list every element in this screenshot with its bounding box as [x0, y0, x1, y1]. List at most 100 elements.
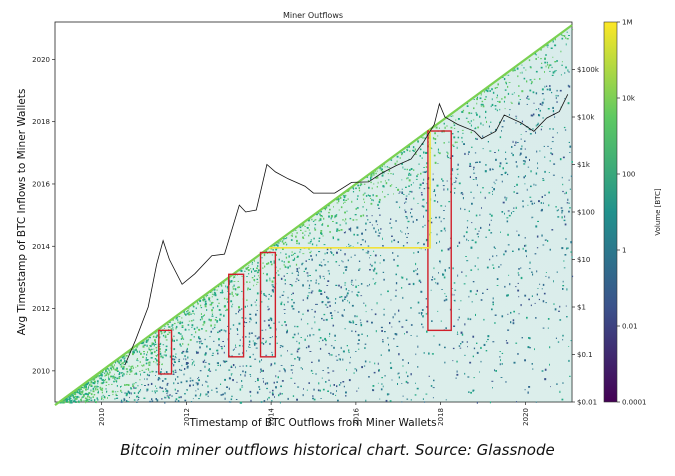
heatmap-cell — [517, 353, 519, 355]
heatmap-cell — [506, 294, 508, 297]
heatmap-cell — [492, 255, 494, 258]
heatmap-cell — [343, 232, 346, 234]
heatmap-cell — [224, 360, 227, 363]
heatmap-cell — [327, 367, 329, 369]
heatmap-cell — [557, 216, 560, 218]
heatmap-cell — [327, 280, 330, 282]
heatmap-cell — [362, 194, 365, 196]
heatmap-cell — [256, 272, 259, 274]
heatmap-cell — [318, 340, 320, 342]
heatmap-cell — [521, 337, 523, 339]
heatmap-cell — [309, 241, 312, 243]
heatmap-cell — [261, 257, 263, 259]
heatmap-cell — [557, 95, 559, 97]
heatmap-cell — [262, 272, 264, 275]
heatmap-cell — [491, 264, 494, 266]
heatmap-cell — [454, 192, 456, 194]
heatmap-cell — [246, 276, 248, 277]
heatmap-cell — [421, 157, 423, 159]
heatmap-cell — [444, 230, 446, 232]
heatmap-cell — [109, 371, 111, 374]
heatmap-cell — [136, 373, 138, 375]
heatmap-cell — [274, 362, 276, 365]
heatmap-cell — [178, 358, 181, 360]
heatmap-cell — [508, 82, 511, 83]
heatmap-cell — [385, 399, 388, 402]
heatmap-cell — [199, 318, 202, 321]
heatmap-cell — [110, 375, 112, 378]
heatmap-cell — [401, 163, 403, 165]
heatmap-cell — [399, 157, 401, 159]
heatmap-cell — [552, 71, 555, 74]
heatmap-cell — [275, 249, 277, 251]
heatmap-cell — [331, 317, 333, 319]
heatmap-cell — [418, 242, 420, 243]
heatmap-cell — [312, 220, 315, 222]
heatmap-cell — [516, 192, 519, 194]
heatmap-cell — [446, 155, 448, 158]
heatmap-cell — [296, 232, 298, 234]
heatmap-cell — [399, 206, 401, 209]
heatmap-cell — [489, 258, 491, 261]
heatmap-cell — [173, 335, 175, 337]
heatmap-cell — [217, 362, 219, 364]
heatmap-cell — [493, 188, 495, 191]
heatmap-cell — [477, 268, 479, 271]
heatmap-cell — [443, 142, 445, 144]
heatmap-cell — [393, 338, 395, 340]
heatmap-cell — [426, 202, 428, 204]
heatmap-cell — [485, 89, 488, 92]
heatmap-cell — [350, 356, 351, 359]
heatmap-cell — [160, 342, 162, 344]
heatmap-cell — [113, 375, 115, 378]
heatmap-cell — [149, 371, 151, 373]
heatmap-cell — [529, 67, 532, 69]
heatmap-cell — [73, 400, 75, 402]
heatmap-cell — [348, 243, 350, 246]
heatmap-cell — [556, 101, 558, 103]
heatmap-cell — [128, 384, 130, 386]
heatmap-cell — [423, 178, 425, 181]
heatmap-cell — [528, 337, 530, 339]
heatmap-cell — [316, 244, 318, 247]
heatmap-cell — [348, 320, 351, 323]
heatmap-cell — [406, 242, 408, 244]
heatmap-cell — [188, 329, 190, 331]
heatmap-cell — [479, 97, 482, 100]
heatmap-cell — [291, 284, 293, 287]
heatmap-cell — [93, 394, 95, 396]
heatmap-cell — [318, 290, 321, 292]
heatmap-cell — [98, 390, 99, 393]
heatmap-cell — [406, 226, 408, 229]
heatmap-cell — [88, 398, 90, 401]
heatmap-cell — [270, 260, 272, 263]
heatmap-cell — [568, 141, 570, 143]
heatmap-cell — [263, 294, 266, 296]
heatmap-cell — [123, 358, 125, 360]
heatmap-cell — [536, 270, 538, 273]
heatmap-cell — [222, 360, 224, 362]
heatmap-cell — [545, 272, 547, 273]
heatmap-cell — [541, 234, 543, 237]
heatmap-cell — [371, 321, 373, 324]
heatmap-cell — [281, 380, 284, 382]
heatmap-cell — [420, 149, 422, 150]
heatmap-cell — [263, 380, 264, 383]
heatmap-cell — [357, 285, 360, 286]
heatmap-cell — [547, 240, 549, 242]
heatmap-cell — [444, 269, 446, 272]
heatmap-cell — [188, 307, 190, 310]
heatmap-cell — [334, 217, 336, 219]
heatmap-cell — [355, 324, 358, 325]
heatmap-cell — [324, 264, 327, 266]
heatmap-cell — [86, 383, 88, 385]
heatmap-cell — [355, 351, 357, 352]
heatmap-cell — [344, 211, 346, 214]
heatmap-cell — [422, 198, 425, 201]
heatmap-cell — [508, 113, 510, 116]
heatmap-cell — [399, 191, 401, 193]
heatmap-cell — [123, 397, 125, 400]
heatmap-cell — [476, 138, 478, 140]
heatmap-cell — [332, 221, 334, 222]
heatmap-cell — [405, 233, 406, 235]
